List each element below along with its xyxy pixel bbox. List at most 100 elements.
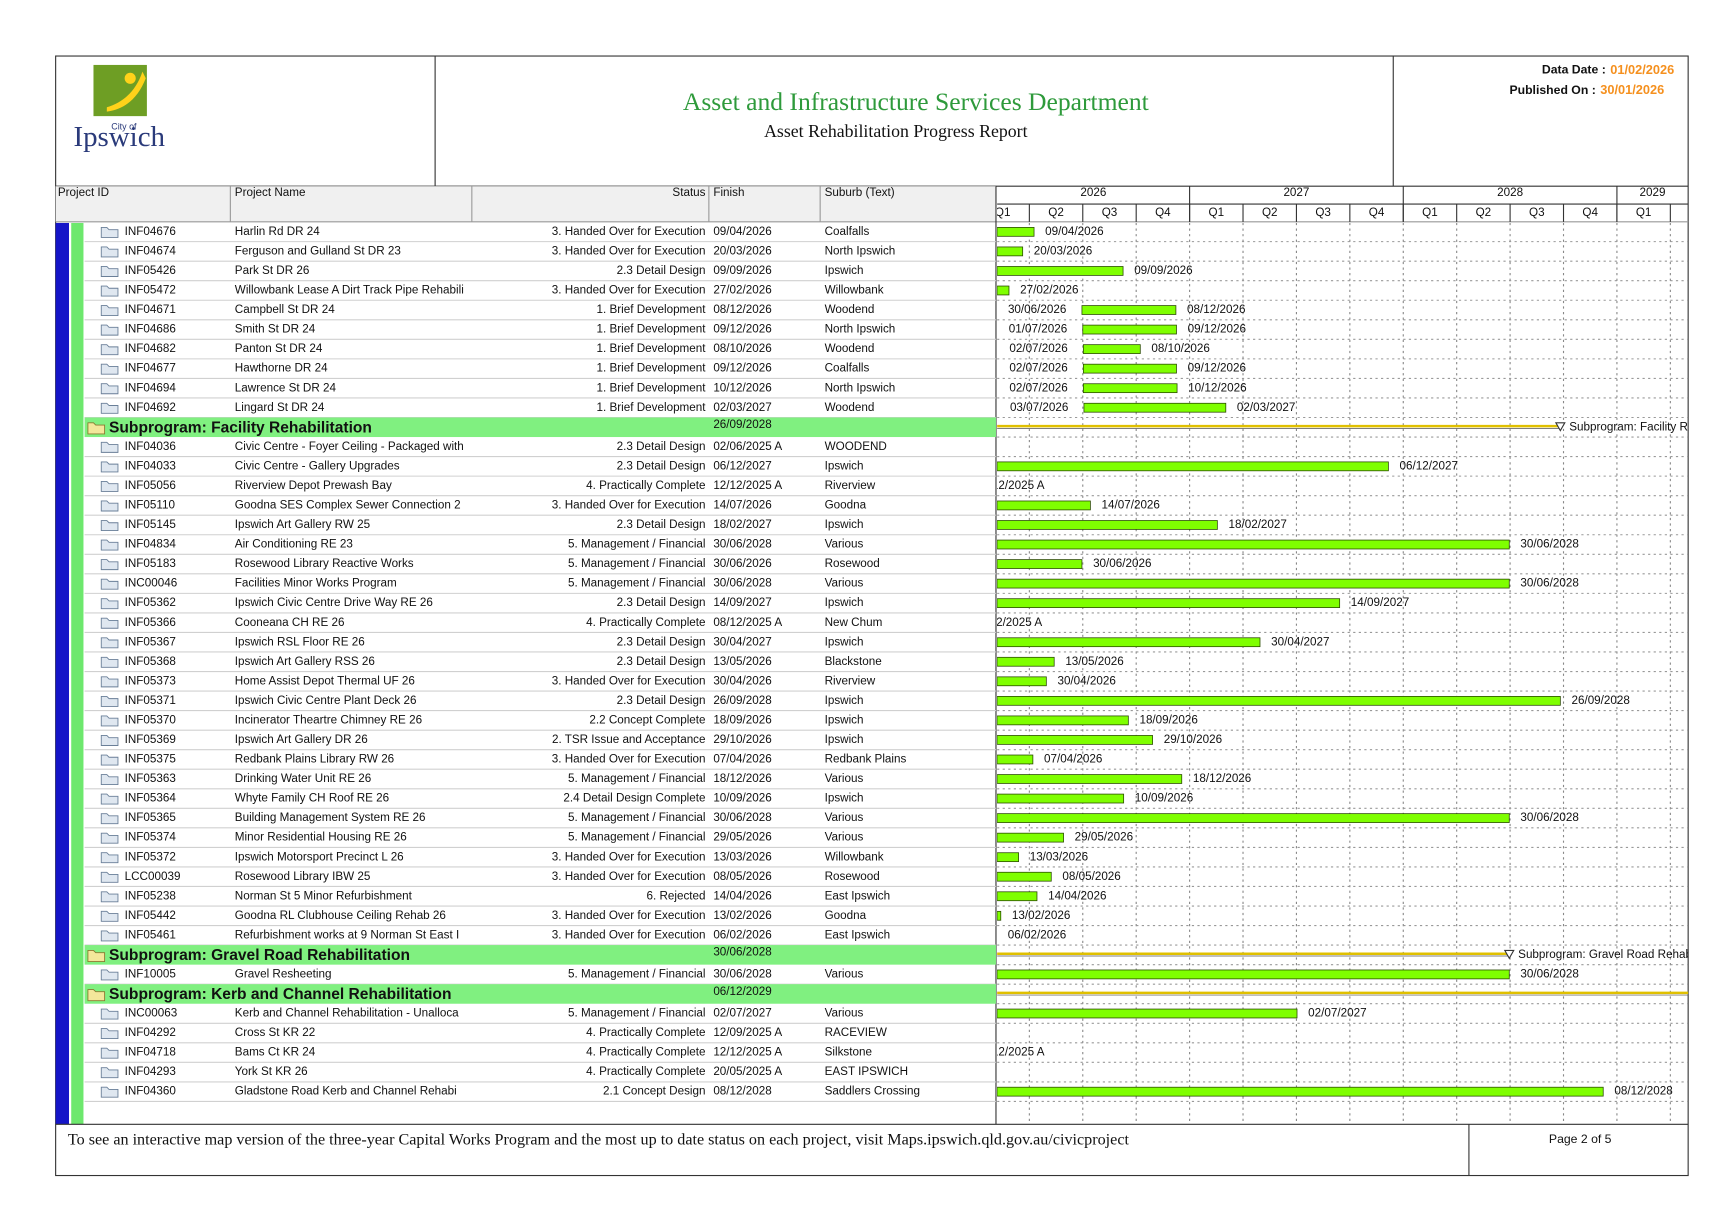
project-finish: 08/12/2028 (713, 1085, 771, 1098)
project-status: 2.3 Detail Design (617, 459, 706, 472)
project-name: Ipswich Motorsport Precinct L 26 (235, 850, 404, 863)
project-name: Ipswich Art Gallery RW 25 (235, 518, 370, 531)
project-suburb: North Ipswich (825, 381, 896, 394)
project-suburb: RACEVIEW (825, 1026, 887, 1039)
project-status: 5. Management / Financial (568, 557, 706, 570)
project-suburb: Coalfalls (825, 225, 870, 238)
project-finish: 30/06/2028 (713, 538, 771, 551)
bar-start-label: 01/07/2026 (1009, 323, 1067, 336)
bar-finish-label: 08/12/2025 A (973, 616, 1042, 629)
quarter-label: Q4 (1369, 206, 1385, 219)
folder-icon (87, 989, 106, 1002)
project-id: INF05056 (125, 479, 176, 492)
project-id: INF04676 (125, 225, 176, 238)
project-status: 3. Handed Over for Execution (552, 499, 706, 512)
project-id: INF05371 (125, 694, 176, 707)
folder-icon (100, 617, 119, 629)
subprogram-band (84, 984, 996, 1004)
task-bar (997, 715, 1129, 726)
bar-finish-label: 27/02/2026 (1020, 284, 1078, 297)
column-header: Suburb (Text) (825, 186, 895, 199)
project-suburb: Redbank Plains (825, 753, 907, 766)
page-number: Page 2 of 5 (1549, 1132, 1612, 1146)
quarter-label: Q1 (1422, 206, 1438, 219)
task-bar (997, 520, 1218, 530)
project-id: INF05375 (125, 753, 176, 766)
folder-icon (100, 305, 119, 317)
project-suburb: Woodend (825, 303, 875, 316)
project-id: INF05369 (125, 733, 176, 746)
folder-icon (100, 930, 119, 942)
project-status: 3. Handed Over for Execution (552, 284, 706, 297)
project-name: Goodna RL Clubhouse Ceiling Rehab 26 (235, 909, 446, 922)
project-name: Gravel Resheeting (235, 967, 332, 980)
project-suburb: Goodna (825, 499, 867, 512)
bar-finish-label: 18/12/2026 (1193, 772, 1251, 785)
folder-icon (100, 324, 119, 336)
published-date: 30/01/2026 (1600, 82, 1664, 97)
project-finish: 18/09/2026 (713, 713, 771, 726)
project-suburb: East Ipswich (825, 889, 891, 902)
project-suburb: Ipswich (825, 733, 864, 746)
project-suburb: Saddlers Crossing (825, 1085, 920, 1098)
project-id: INF05363 (125, 772, 176, 785)
project-name: Lawrence St DR 24 (235, 381, 337, 394)
quarter-label: Q3 (1529, 206, 1545, 219)
bar-finish-label: 30/06/2028 (1520, 538, 1578, 551)
folder-icon (100, 461, 119, 473)
project-suburb: Ipswich (825, 518, 864, 531)
task-bar (1082, 344, 1141, 354)
project-name: Cooneana CH RE 26 (235, 616, 345, 629)
project-status: 1. Brief Development (597, 401, 707, 414)
task-bar (997, 539, 1510, 550)
project-name: Willowbank Lease A Dirt Track Pipe Rehab… (235, 284, 464, 297)
project-suburb: Various (825, 577, 864, 590)
project-id: INF05372 (125, 850, 176, 863)
folder-icon (100, 1067, 119, 1079)
project-suburb: Willowbank (825, 284, 884, 297)
folder-icon (100, 344, 119, 356)
project-name: Norman St 5 Minor Refurbishment (235, 889, 413, 902)
bar-finish-label: 26/09/2028 (1571, 694, 1629, 707)
quarter-label: Q3 (1315, 206, 1331, 219)
task-bar (997, 656, 1055, 667)
project-status: 3. Handed Over for Execution (552, 870, 706, 883)
year-label: 2028 (1497, 186, 1523, 199)
project-suburb: Coalfalls (825, 362, 870, 375)
project-name: Ipswich Civic Centre Drive Way RE 26 (235, 596, 433, 609)
project-finish: 12/12/2025 A (713, 479, 782, 492)
title: Asset and Infrastructure Services Depart… (683, 87, 1149, 116)
project-finish: 30/06/2028 (713, 967, 771, 980)
bar-finish-label: 30/06/2028 (1520, 811, 1578, 824)
folder-icon (100, 735, 119, 746)
project-name: Minor Residential Housing RE 26 (235, 831, 407, 844)
project-status: 2.3 Detail Design (617, 635, 706, 648)
task-bar (997, 813, 1510, 823)
project-suburb: Woodend (825, 342, 875, 355)
project-suburb: Ipswich (825, 792, 864, 805)
bar-start-label: 03/07/2026 (1010, 401, 1068, 414)
project-suburb: North Ipswich (825, 323, 896, 336)
project-id: INF04674 (125, 244, 177, 257)
bar-finish-label: 18/02/2027 (1228, 518, 1286, 531)
year-label: 2029 (1640, 186, 1666, 199)
bar-finish-label: 06/02/2026 (1008, 928, 1066, 941)
task-bar (997, 578, 1510, 589)
bar-finish-label: 08/10/2026 (1151, 342, 1209, 355)
folder-icon (100, 871, 119, 883)
project-suburb: Various (825, 1007, 864, 1020)
project-status: 5. Management / Financial (568, 811, 706, 824)
folder-icon (100, 1047, 119, 1059)
project-name: Whyte Family CH Roof RE 26 (235, 792, 389, 805)
project-id: INF05472 (125, 284, 176, 297)
bar-finish-label: 14/09/2027 (1351, 596, 1409, 609)
task-bar (997, 969, 1510, 980)
folder-icon (100, 226, 119, 238)
project-status: 2. TSR Issue and Acceptance (552, 733, 706, 746)
project-finish: 30/04/2027 (713, 635, 771, 648)
project-name: Refurbishment works at 9 Norman St East … (235, 928, 459, 941)
bar-finish-label: 30/06/2028 (1520, 577, 1578, 590)
project-status: 5. Management / Financial (568, 538, 706, 551)
bar-finish-label: 30/04/2027 (1271, 635, 1329, 648)
task-bar (1081, 305, 1177, 315)
